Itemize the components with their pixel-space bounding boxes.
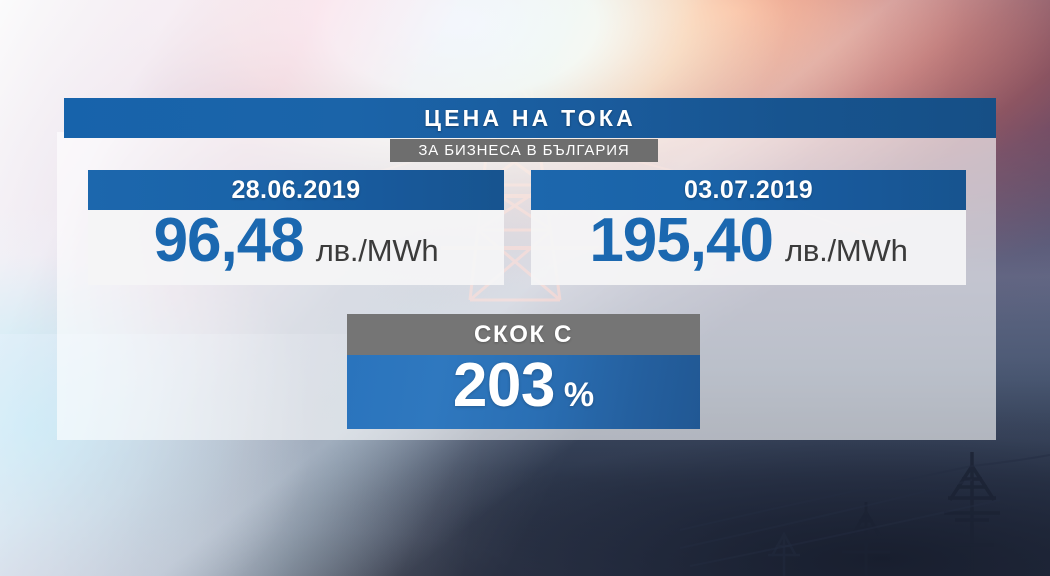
jump-value: 203 [452, 351, 555, 420]
price-value-second: 195,40 [589, 206, 774, 275]
date-bar-first: 28.06.2019 [88, 170, 504, 210]
jump-value-bar: 203 % [347, 355, 700, 429]
jump-percent-sign: % [563, 376, 595, 414]
jump-label: СКОК С [474, 320, 573, 348]
date-bar-second: 03.07.2019 [531, 170, 966, 210]
price-box-second: 195,40 лв./MWh [531, 210, 966, 285]
date-label-second: 03.07.2019 [683, 175, 814, 204]
price-value-first: 96,48 [153, 206, 305, 275]
page-subtitle: ЗА БИЗНЕСА В БЪЛГАРИЯ [418, 142, 630, 159]
price-unit-first: лв./MWh [315, 233, 439, 268]
header-bar: ЦЕНА НА ТОКА [64, 98, 996, 138]
price-column-second: 03.07.2019 195,40 лв./MWh [531, 170, 966, 285]
jump-label-bar: СКОК С [347, 314, 700, 355]
page-title: ЦЕНА НА ТОКА [424, 104, 636, 131]
price-box-first: 96,48 лв./MWh [88, 210, 504, 285]
subtitle-bar: ЗА БИЗНЕСА В БЪЛГАРИЯ [390, 139, 658, 162]
price-unit-second: лв./MWh [784, 233, 908, 268]
jump-panel: СКОК С 203 % [347, 314, 700, 429]
price-column-first: 28.06.2019 96,48 лв./MWh [88, 170, 504, 285]
date-label-first: 28.06.2019 [231, 175, 361, 204]
